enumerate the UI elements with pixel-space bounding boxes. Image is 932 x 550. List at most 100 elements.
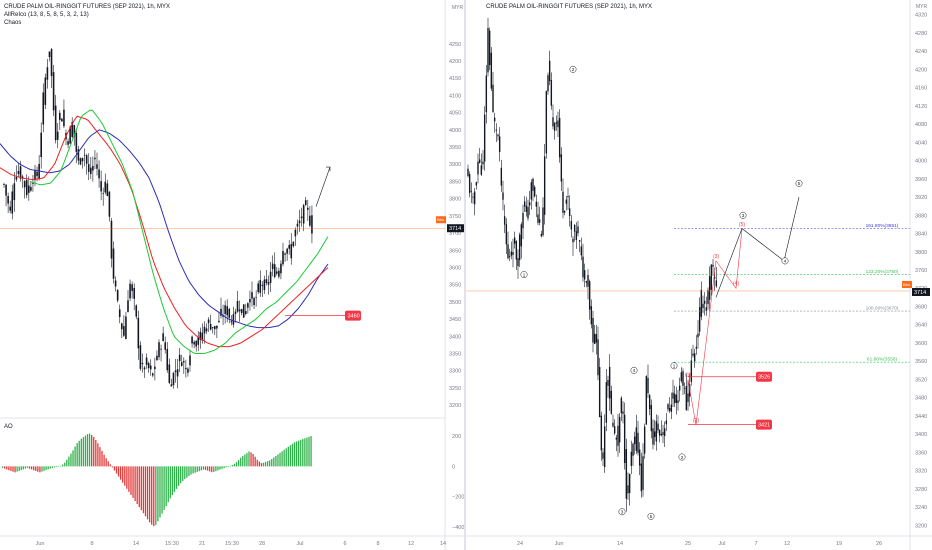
left-y-tick-label: 4200 xyxy=(449,59,461,65)
ao-bar xyxy=(273,457,275,467)
ao-bar xyxy=(136,466,138,505)
ao-bar xyxy=(244,454,246,467)
fib-level-label: 123.20%(3750) xyxy=(866,269,899,275)
left-candle-body xyxy=(112,248,115,279)
panel-divider xyxy=(464,0,466,550)
right-candle-body xyxy=(647,377,649,394)
ao-bar xyxy=(308,436,310,467)
left-chart-svg[interactable]: MYR 4250 4200 4150 4100 4050 4000 3950 3900 3850 3… xyxy=(0,0,464,550)
left-candle-body xyxy=(234,311,237,314)
ao-bar xyxy=(260,463,263,467)
ao-bar xyxy=(119,466,122,480)
ao-bar xyxy=(142,466,145,514)
left-candle-body xyxy=(259,280,262,293)
right-candle-body xyxy=(600,415,603,451)
right-last-price-tag: Bbo xyxy=(903,282,911,287)
right-candle-body xyxy=(658,430,661,436)
left-candle-body xyxy=(23,181,26,188)
ao-bar xyxy=(283,449,285,467)
left-candle-body xyxy=(149,365,152,370)
left-candle-body xyxy=(280,263,282,274)
right-candle-body xyxy=(475,182,478,186)
right-candle-body xyxy=(657,423,659,431)
left-candle-body xyxy=(307,207,309,210)
right-x-tick-label: 24 xyxy=(517,541,523,547)
left-candle-body xyxy=(21,176,24,179)
left-candle-body xyxy=(67,141,69,145)
ao-bar xyxy=(171,466,174,495)
left-y-tick-label: 3650 xyxy=(449,248,461,254)
ao-bar xyxy=(107,461,109,467)
left-candle-body xyxy=(77,149,80,161)
right-candle-body xyxy=(553,123,556,131)
minor-wave-path xyxy=(687,228,743,426)
right-candle-body xyxy=(563,210,566,213)
right-candle-body xyxy=(525,205,528,213)
left-candle-body xyxy=(133,287,135,299)
right-level-box xyxy=(756,419,772,430)
ao-bar xyxy=(144,466,147,517)
left-candle-body xyxy=(296,223,299,227)
left-candle-body xyxy=(141,362,144,365)
left-candle-body xyxy=(54,105,57,141)
left-candle-body xyxy=(9,206,11,211)
right-candle-body xyxy=(512,252,514,255)
right-y-tick-label: 3520 xyxy=(915,377,927,383)
ao-bar xyxy=(252,453,254,467)
ao-bar xyxy=(132,466,134,498)
ao-bar xyxy=(55,466,58,468)
right-candle-body xyxy=(627,485,629,494)
right-chart-panel[interactable]: CRUDE PALM OIL-RINGGIT FUTURES (SEP 2021… xyxy=(466,0,932,550)
left-alligator-lips-line xyxy=(29,109,329,354)
ao-bar xyxy=(157,466,159,522)
left-candle-body xyxy=(71,122,73,137)
ao-bar xyxy=(229,465,231,467)
ao-bar xyxy=(51,466,53,468)
right-candle-body xyxy=(645,376,648,425)
right-y-tick-label: 4240 xyxy=(915,49,927,55)
left-candle-body xyxy=(294,229,297,237)
ao-bar xyxy=(248,451,250,467)
right-chart-svg[interactable]: MYR 4320 4280 4240 4200 4160 4120 4080 4040 4000 3… xyxy=(466,0,932,550)
right-candle-body xyxy=(637,432,639,453)
left-candle-body xyxy=(19,166,22,179)
right-y-tick-label: 3840 xyxy=(915,232,927,238)
ao-bar xyxy=(111,466,114,468)
ao-bar xyxy=(146,466,149,520)
right-candle-body xyxy=(497,134,499,137)
ao-bar xyxy=(16,466,18,472)
ao-bar xyxy=(53,466,56,468)
left-candle-body xyxy=(81,157,84,162)
primary-wave-label: 3 xyxy=(621,510,624,515)
ao-bar xyxy=(134,466,136,501)
left-last-price-tag: Bbo xyxy=(437,217,445,222)
ao-label: AO xyxy=(4,424,13,430)
left-candle-body xyxy=(176,369,179,377)
ao-bar xyxy=(188,466,190,477)
right-candle-body xyxy=(548,60,551,81)
ao-bar xyxy=(211,466,213,473)
right-candle-body xyxy=(708,276,711,300)
right-candle-body xyxy=(692,353,694,356)
left-candle-body xyxy=(267,282,270,285)
ao-bar xyxy=(43,466,45,471)
ao-bar xyxy=(213,466,215,472)
left-candle-body xyxy=(249,298,251,303)
left-candle-body xyxy=(238,309,241,312)
right-y-tick-label: 3280 xyxy=(915,487,927,493)
right-y-tick-label: 3760 xyxy=(915,268,927,274)
right-candle-body xyxy=(682,371,684,386)
ao-bar xyxy=(122,466,124,483)
ao-bar xyxy=(198,466,200,472)
left-y-tick-label: 3950 xyxy=(449,145,461,151)
right-candle-body xyxy=(632,443,634,456)
right-level-label: 3526 xyxy=(758,375,770,381)
left-candle-body xyxy=(298,220,301,224)
left-candle-body xyxy=(195,341,197,347)
right-y-tick-label: 3680 xyxy=(915,304,927,310)
left-x-tick-label: 12 xyxy=(408,541,414,547)
ao-bar xyxy=(105,458,107,467)
left-chart-panel[interactable]: CRUDE PALM OIL-RINGGIT FUTURES (SEP 2021… xyxy=(0,0,464,550)
right-candle-body xyxy=(472,196,474,198)
ao-bar xyxy=(86,434,89,467)
